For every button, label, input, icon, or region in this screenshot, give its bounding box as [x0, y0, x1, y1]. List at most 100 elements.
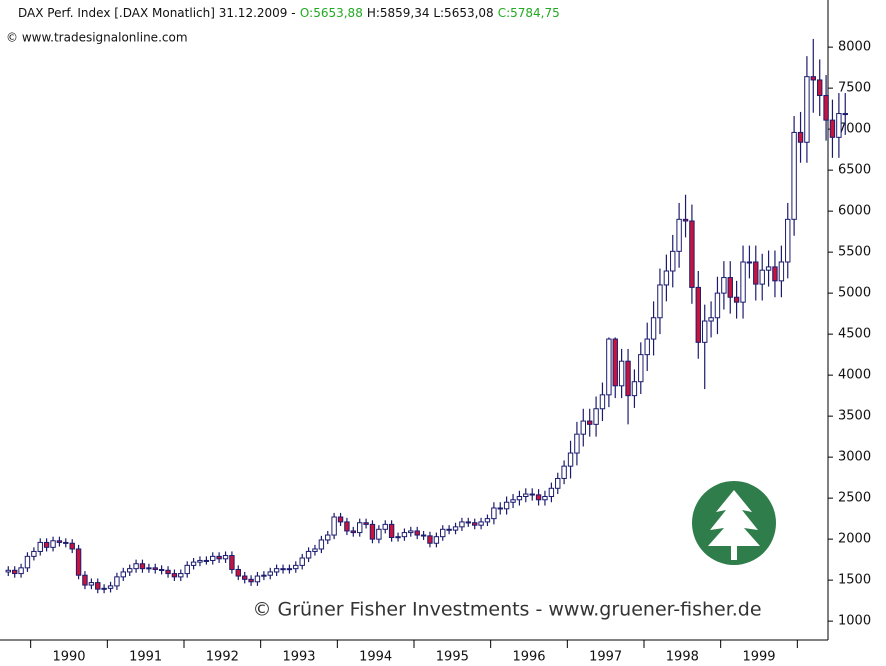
- candle-body: [484, 518, 491, 523]
- candle-body: [120, 571, 126, 578]
- x-tick-label: 1990: [52, 650, 85, 665]
- candle-body: [459, 521, 465, 528]
- y-tick-label: 5500: [838, 245, 871, 260]
- candle-body: [395, 536, 401, 539]
- candle-body: [791, 131, 797, 220]
- candle-body: [318, 539, 325, 550]
- candle-body: [95, 582, 101, 590]
- candle-body: [210, 555, 216, 561]
- candle-body: [567, 452, 574, 467]
- candle-body: [235, 568, 241, 577]
- logo-trunk: [731, 546, 737, 560]
- candle-body: [625, 360, 631, 397]
- candle-body: [433, 536, 440, 544]
- candle-body: [689, 220, 695, 288]
- candle-body: [229, 555, 235, 570]
- candle-body: [420, 534, 427, 537]
- candle-body: [203, 559, 210, 562]
- candle-body: [478, 521, 484, 526]
- candle-body: [714, 292, 721, 319]
- candle-body: [580, 420, 586, 435]
- candle-body: [350, 530, 356, 534]
- candle-body: [740, 261, 746, 303]
- candle-body: [114, 576, 120, 587]
- candle-body: [657, 284, 663, 319]
- candle-body: [440, 528, 446, 538]
- chart-title: DAX Perf. Index [.DAX Monatlich] 31.12.2…: [18, 6, 296, 20]
- candle-body: [152, 567, 158, 570]
- candle-body: [139, 563, 146, 570]
- candle-body: [408, 530, 414, 534]
- candle-body: [357, 522, 363, 534]
- candle-body: [337, 516, 344, 523]
- candle-body: [446, 528, 452, 531]
- candle-body: [753, 261, 759, 285]
- candle-body: [216, 555, 222, 560]
- candle-body: [24, 555, 31, 569]
- candle-body: [746, 261, 753, 264]
- candle-body: [682, 218, 689, 222]
- candle-body: [127, 568, 133, 573]
- candle-body: [261, 574, 267, 577]
- candle-body: [612, 338, 618, 387]
- candle-body: [82, 574, 88, 586]
- candle-body: [37, 541, 43, 552]
- candle-body: [759, 269, 765, 285]
- candle-body: [388, 523, 395, 539]
- candle-body: [708, 317, 714, 322]
- y-tick-label: 4000: [838, 368, 871, 383]
- logo-tree: [708, 490, 760, 546]
- y-tick-label: 2000: [838, 532, 871, 547]
- candle-body: [248, 578, 254, 583]
- candle-body: [631, 381, 638, 397]
- candle-body: [165, 569, 171, 575]
- quote-open: O:5653,88: [300, 6, 363, 20]
- candle-body: [829, 119, 836, 138]
- candle-body: [325, 534, 331, 541]
- candle-body: [510, 499, 516, 503]
- quote-close: C:5784,75: [498, 6, 560, 20]
- candle-body: [676, 218, 682, 252]
- x-tick-label: 1999: [742, 650, 775, 665]
- candle-body: [593, 408, 599, 425]
- candle-body: [644, 338, 650, 356]
- candle-body: [305, 550, 312, 559]
- candle-body: [721, 277, 727, 294]
- quote-high-low: H:5859,34 L:5653,08: [367, 6, 494, 20]
- candle-body: [299, 557, 305, 566]
- candle-body: [810, 76, 816, 81]
- candle-body: [452, 526, 459, 531]
- candle-body: [823, 95, 829, 121]
- watermark: © Grüner Fisher Investments - www.gruene…: [252, 599, 761, 621]
- candle-body: [75, 548, 82, 576]
- candle-body: [542, 496, 548, 501]
- candle-body: [797, 131, 804, 143]
- candle-body: [56, 540, 63, 543]
- y-tick-label: 3500: [838, 409, 871, 424]
- candle-body: [772, 266, 778, 282]
- y-tick-label: 5000: [838, 286, 871, 301]
- candle-body: [606, 338, 612, 396]
- candle-body: [702, 320, 708, 343]
- candle-body: [548, 487, 555, 497]
- candle-body: [222, 555, 229, 560]
- y-tick-label: 8000: [838, 40, 871, 55]
- candle-body: [101, 587, 107, 590]
- candle-body: [171, 573, 178, 578]
- candle-body: [727, 277, 733, 298]
- candle-body: [5, 569, 11, 573]
- candle-body: [254, 575, 261, 583]
- candle-body: [280, 568, 286, 571]
- logo: [692, 481, 776, 565]
- candle-body: [414, 530, 420, 536]
- candle-body: [382, 523, 388, 530]
- candle-body: [31, 550, 37, 557]
- candle-body: [63, 541, 69, 544]
- candle-body: [535, 494, 542, 501]
- candle-body: [497, 507, 503, 510]
- candle-body: [836, 113, 842, 138]
- candle-body: [472, 522, 478, 526]
- candle-body: [817, 79, 823, 97]
- candle-body: [529, 493, 535, 496]
- candle-body: [190, 561, 197, 566]
